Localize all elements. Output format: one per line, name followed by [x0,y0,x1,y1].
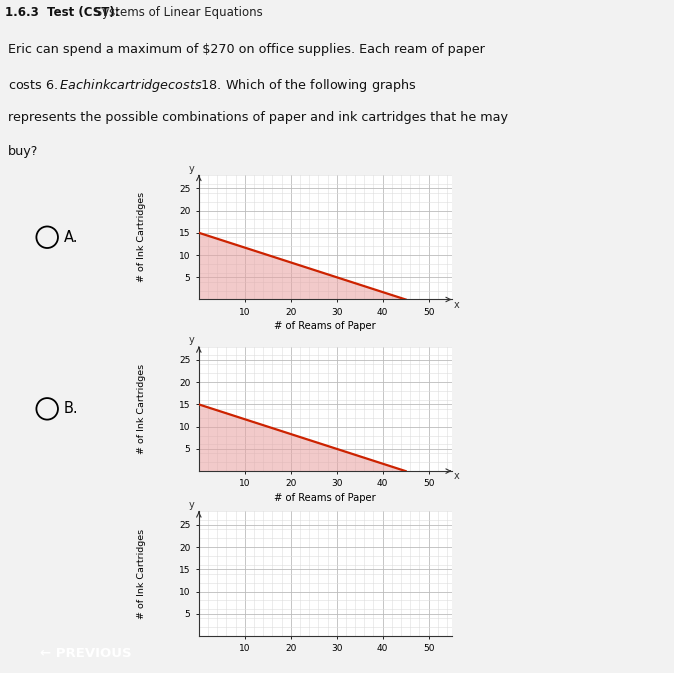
Text: # of Ink Cartridges: # of Ink Cartridges [137,364,146,454]
Text: # of Reams of Paper: # of Reams of Paper [274,493,376,503]
Text: y: y [189,500,195,510]
Text: y: y [189,335,195,345]
Text: x: x [454,299,460,310]
Text: B.: B. [64,401,79,417]
Text: x: x [454,471,460,481]
Text: buy?: buy? [8,145,38,158]
Text: Eric can spend a maximum of $270 on office supplies. Each ream of paper: Eric can spend a maximum of $270 on offi… [8,42,485,56]
Polygon shape [199,233,406,299]
Text: Systems of Linear Equations: Systems of Linear Equations [91,6,263,20]
Text: ← PREVIOUS: ← PREVIOUS [40,647,131,660]
Text: represents the possible combinations of paper and ink cartridges that he may: represents the possible combinations of … [8,111,508,124]
Text: # of Ink Cartridges: # of Ink Cartridges [137,529,146,618]
Text: 1.6.3  Test (CST):: 1.6.3 Test (CST): [5,6,120,20]
Text: # of Reams of Paper: # of Reams of Paper [274,321,376,331]
Text: # of Ink Cartridges: # of Ink Cartridges [137,192,146,282]
Polygon shape [199,404,406,471]
Text: A.: A. [64,229,79,245]
Text: costs $6. Each ink cartridge costs $18. Which of the following graphs: costs $6. Each ink cartridge costs $18. … [8,77,417,94]
Text: y: y [189,164,195,174]
